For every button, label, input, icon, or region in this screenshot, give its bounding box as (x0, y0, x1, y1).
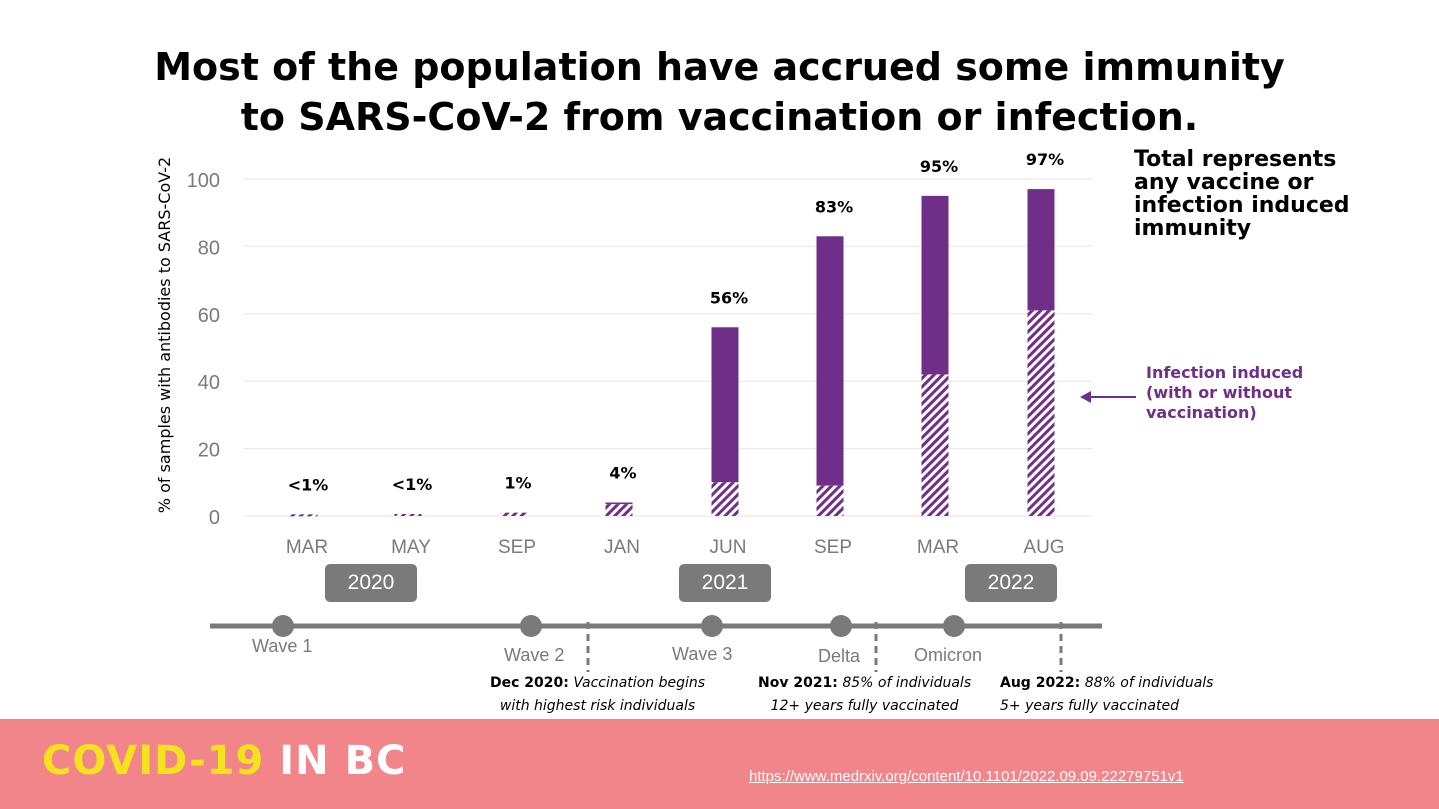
bar-total (921, 195, 949, 375)
brand-part-2: IN BC (279, 738, 407, 784)
timeline-note-dec-2020: Dec 2020: Vaccination begins with highes… (490, 675, 706, 714)
timeline-label-wave-1: Wave 1 (252, 636, 313, 656)
y-tick-label: 80 (198, 237, 220, 259)
data-label: 56% (710, 288, 748, 307)
year-badge-2020: 2020 (325, 564, 417, 602)
data-label: <1% (392, 475, 433, 494)
x-tick-label: MAY (391, 537, 431, 558)
bar-infection (711, 482, 739, 516)
brand-part-1: COVID-19 (42, 738, 265, 784)
bar-total (1027, 189, 1055, 311)
x-tick-label: AUG (1023, 537, 1064, 558)
title-line-1: Most of the population have accrued some… (154, 45, 1285, 89)
timeline-label-wave-3: Wave 3 (672, 644, 733, 664)
legend-infection-label: Infection induced (with or without vacci… (1146, 363, 1304, 422)
data-label: 83% (815, 197, 853, 216)
bar-infection (1027, 310, 1055, 516)
timeline-dot (830, 615, 852, 637)
x-tick-label: MAR (917, 537, 959, 558)
bar-infection (290, 514, 318, 517)
total-note: Total represents any vaccine or infectio… (1134, 147, 1350, 241)
bar-total (816, 236, 844, 486)
y-tick-label: 0 (209, 507, 220, 529)
legend-arrow-icon (1080, 391, 1136, 403)
source-link[interactable]: https://www.medrxiv.org/content/10.1101/… (749, 768, 1184, 785)
y-axis-label: % of samples with antibodies to SARS-CoV… (155, 157, 174, 513)
bar-infection (394, 513, 422, 516)
timeline-label-delta: Delta (818, 646, 861, 666)
brand-logo: COVID-19 IN BC (42, 738, 406, 784)
bar-infection (500, 512, 528, 516)
timeline-dot (272, 615, 294, 637)
page-title: Most of the population have accrued some… (0, 42, 1439, 142)
data-label: 4% (609, 464, 636, 483)
timeline-dot (520, 615, 542, 637)
y-tick-label: 20 (198, 440, 220, 462)
timeline-note-aug-2022: Aug 2022: 88% of individuals 5+ years fu… (1000, 675, 1214, 714)
footer: COVID-19 IN BC https://www.medrxiv.org/c… (0, 719, 1439, 809)
timeline (210, 615, 1102, 672)
bar-infection (816, 485, 844, 516)
bar-total (605, 502, 633, 505)
bar-infection (605, 504, 633, 516)
timeline-note-nov-2021: Nov 2021: 85% of individuals 12+ years f… (758, 675, 972, 714)
title-line-2: to SARS-CoV-2 from vaccination or infect… (240, 95, 1199, 139)
data-label: 97% (1026, 150, 1064, 169)
timeline-dot (943, 615, 965, 637)
data-label: <1% (288, 475, 329, 494)
x-tick-label: MAR (286, 537, 328, 558)
x-tick-label: SEP (498, 537, 536, 558)
x-tick-label: JUN (710, 537, 747, 558)
data-label: 1% (504, 474, 531, 493)
y-tick-label: 60 (198, 305, 220, 327)
timeline-label-omicron: Omicron (914, 645, 983, 665)
year-badge-2021: 2021 (679, 564, 771, 602)
year-badge-2022: 2022 (965, 564, 1057, 602)
data-label: 95% (920, 157, 958, 176)
timeline-dot (701, 615, 723, 637)
x-tick-label: SEP (814, 537, 852, 558)
x-tick-label: JAN (604, 537, 640, 558)
timeline-label-wave-2: Wave 2 (504, 645, 565, 665)
bar-total (711, 327, 739, 483)
y-tick-label: 100 (187, 170, 220, 192)
bar-infection (921, 374, 949, 516)
y-tick-label: 40 (198, 372, 220, 394)
